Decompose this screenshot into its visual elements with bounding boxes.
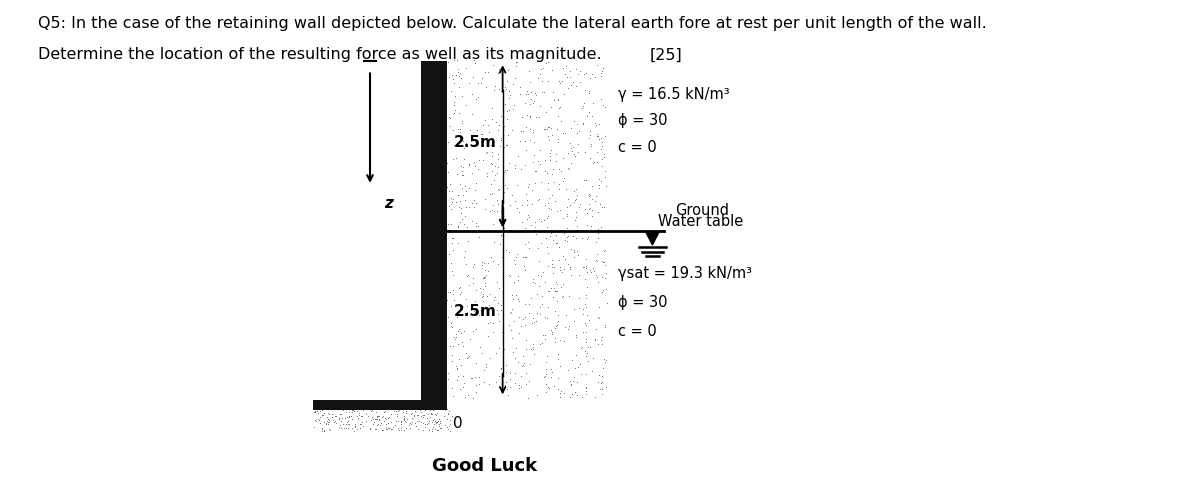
Text: ϕ = 30: ϕ = 30: [619, 294, 668, 309]
Text: [25]: [25]: [650, 47, 683, 62]
Polygon shape: [645, 232, 659, 245]
Text: Determine the location of the resulting force as well as its magnitude.: Determine the location of the resulting …: [38, 47, 602, 62]
Text: c = 0: c = 0: [619, 140, 657, 154]
Text: 0: 0: [453, 415, 463, 430]
Text: Q5: In the case of the retaining wall depicted below. Calculate the lateral eart: Q5: In the case of the retaining wall de…: [38, 16, 987, 31]
Text: Water table: Water table: [658, 213, 743, 228]
Text: γsat = 19.3 kN/m³: γsat = 19.3 kN/m³: [619, 265, 752, 280]
Text: z: z: [384, 196, 392, 211]
Text: 2.5m: 2.5m: [454, 135, 496, 149]
Text: c = 0: c = 0: [619, 323, 657, 338]
Bar: [422, 61, 446, 400]
Text: Good Luck: Good Luck: [432, 456, 537, 474]
Text: 2.5m: 2.5m: [454, 304, 496, 319]
Text: Ground: Ground: [675, 203, 729, 218]
Text: γ = 16.5 kN/m³: γ = 16.5 kN/m³: [619, 86, 730, 102]
Bar: [313, 400, 446, 410]
Text: ϕ = 30: ϕ = 30: [619, 113, 668, 128]
